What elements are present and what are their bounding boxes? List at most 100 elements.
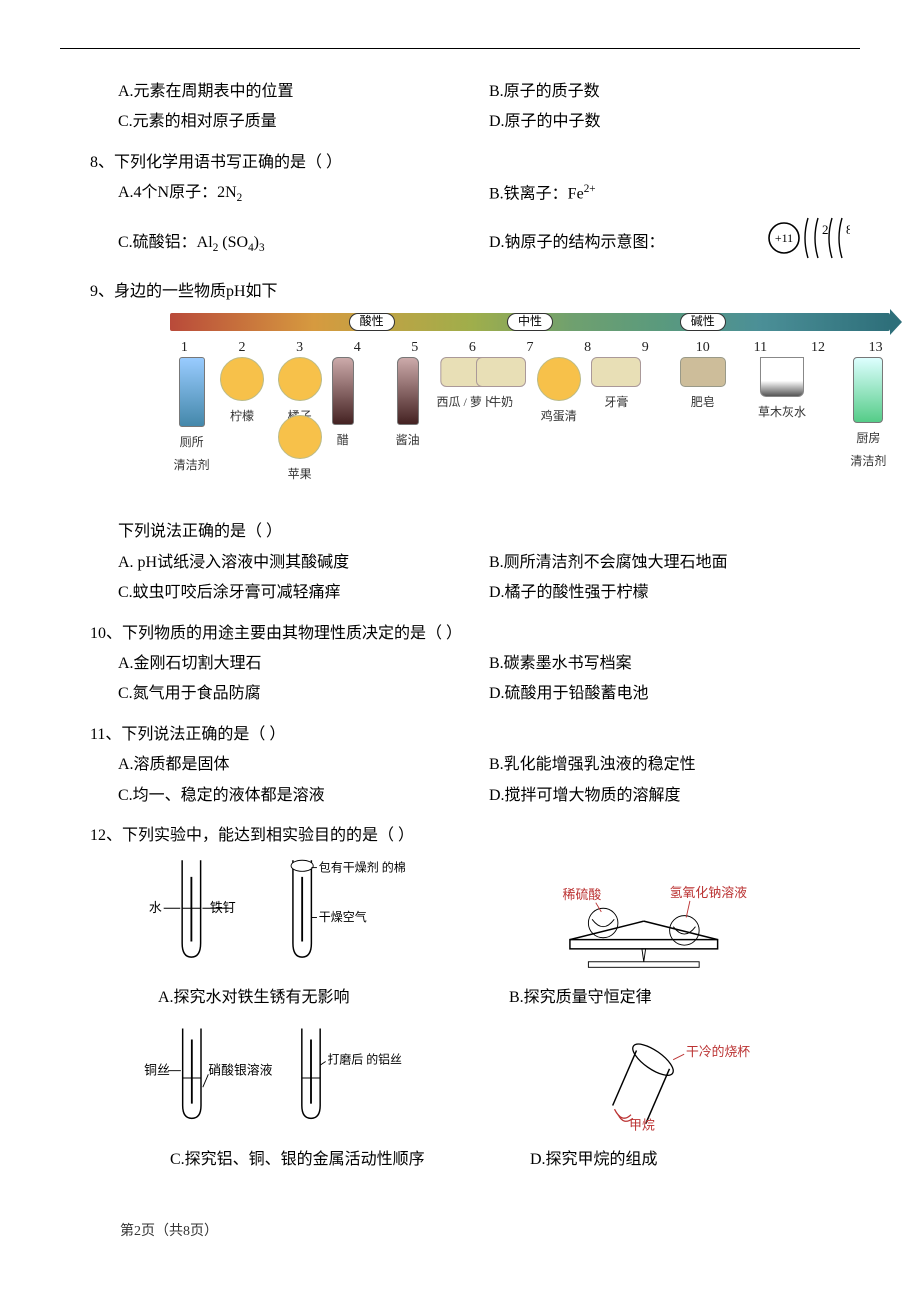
top-rule (60, 48, 860, 49)
q10-stem: 10、下列物质的用途主要由其物理性质决定的是（ ） (60, 619, 860, 649)
q12-opt-c: C.探究铝、铜、银的金属活动性顺序 (106, 1145, 500, 1175)
svg-text:水: 水 (149, 900, 162, 915)
ph-item: 厨房 清洁剂 (850, 357, 886, 473)
ph-item-label: 肥皂 (680, 391, 726, 414)
q9-substem: 下列说法正确的是（ ） (60, 517, 860, 547)
q8-b-text: B.铁离子：Fe (489, 185, 584, 202)
ph-item-icon (397, 357, 419, 425)
svg-text:干冷的烧杯: 干冷的烧杯 (686, 1044, 750, 1059)
q11-opt-b: B.乳化能增强乳浊液的稳定性 (489, 750, 860, 780)
ph-item: 醋 (332, 357, 354, 452)
ph-item: 鸡蛋清 (537, 357, 581, 428)
ph-item-label: 柠檬 (220, 405, 264, 428)
q7-opt-c: C.元素的相对原子质量 (118, 107, 489, 137)
svg-text:硝酸银溶液: 硝酸银溶液 (208, 1063, 272, 1077)
q8-opt-d: D.钠原子的结构示意图： +11 2 8 (489, 210, 860, 277)
q8-a-sub: 2 (237, 192, 243, 204)
q8-a-text: A.4个N原子：2N (118, 184, 237, 201)
q12-opt-b: B.探究质量守恒定律 (509, 983, 860, 1013)
q9-opt-c: C.蚊虫叮咬后涂牙膏可减轻痛痒 (118, 578, 489, 608)
ph-badge: 酸性 (349, 313, 395, 331)
ph-item-icon (537, 357, 581, 401)
q8-opt-b: B.铁离子：Fe2+ (489, 179, 860, 210)
svg-text:+11: +11 (775, 231, 793, 245)
svg-text:2: 2 (822, 222, 829, 237)
svg-text:干燥空气: 干燥空气 (319, 909, 367, 924)
ph-item-icon (853, 357, 883, 423)
q8c-1: C.硫酸铝：Al (118, 234, 213, 251)
ph-item: 厕所 清洁剂 (174, 357, 210, 477)
ph-badge: 中性 (507, 313, 553, 331)
ph-item-label: 牙膏 (591, 391, 641, 414)
ph-item-label: 厕所 清洁剂 (174, 431, 210, 477)
ph-item: 苹果 (278, 415, 322, 486)
q12-opt-d: D.探究甲烷的组成 (500, 1145, 860, 1175)
page-footer: 第2页（共8页） (60, 1219, 860, 1246)
svg-text:铁钉: 铁钉 (210, 900, 236, 915)
q12-figure-a: 水 铁钉 包有干燥剂 的棉花 干燥空气 (106, 851, 463, 982)
ph-tick-row: 12345678910111213 (170, 335, 890, 357)
ph-item-icon (591, 357, 641, 387)
ph-badge: 碱性 (680, 313, 726, 331)
q9-opt-d: D.橘子的酸性强于柠檬 (489, 578, 860, 608)
ph-gradient-bar: 酸性 中性 碱性 (170, 313, 890, 331)
q8-d-text: D.钠原子的结构示意图： (489, 228, 665, 258)
svg-text:甲烷: 甲烷 (629, 1118, 655, 1132)
ph-item-icon (220, 357, 264, 401)
q10-opt-b: B.碳素墨水书写档案 (489, 649, 860, 679)
q8-opt-c: C.硫酸铝：Al2 (SO4)3 (60, 228, 489, 259)
svg-text:包有干燥剂 的棉花: 包有干燥剂 的棉花 (319, 860, 406, 875)
ph-item: 柠檬 (220, 357, 264, 428)
ph-item-label: 牛奶 (476, 391, 526, 414)
svg-text:打磨后 的铝丝: 打磨后 的铝丝 (328, 1052, 403, 1066)
ph-item: 草木灰水 (758, 357, 806, 424)
ph-item-label: 鸡蛋清 (537, 405, 581, 428)
q7-opt-b: B.原子的质子数 (489, 77, 860, 107)
ph-item-icon (179, 357, 205, 427)
ph-scale-figure: 酸性中性碱性 12345678910111213 厕所 清洁剂柠檬橘子苹果醋酱油… (170, 313, 890, 507)
q11-opt-d: D.搅拌可增大物质的溶解度 (489, 781, 860, 811)
q8c-s3: 3 (259, 242, 265, 254)
q10-opt-a: A.金刚石切割大理石 (118, 649, 489, 679)
q8c-2: (SO (218, 234, 248, 251)
q8-stem: 8、下列化学用语书写正确的是（ ） (60, 148, 860, 178)
ph-item: 牛奶 (476, 357, 526, 414)
q11-opt-a: A.溶质都是固体 (118, 750, 489, 780)
ph-item-icon (278, 357, 322, 401)
ph-item-label: 草木灰水 (758, 401, 806, 424)
q9-opt-b: B.厕所清洁剂不会腐蚀大理石地面 (489, 548, 860, 578)
ph-item-label: 酱油 (396, 429, 420, 452)
q8-opt-a: A.4个N原子：2N2 (60, 178, 489, 209)
q7-opt-a: A.元素在周期表中的位置 (118, 77, 489, 107)
q12-stem: 12、下列实验中，能达到相实验目的的是（ ） (60, 821, 860, 851)
q10-opt-c: C.氮气用于食品防腐 (118, 679, 489, 709)
q12-figure-d: 干冷的烧杯 甲烷 (503, 1023, 860, 1144)
ph-item: 肥皂 (680, 357, 726, 414)
q8-b-sup: 2+ (584, 183, 596, 195)
ph-item-icon (332, 357, 354, 425)
ph-item-icon (278, 415, 322, 459)
q11-opt-c: C.均一、稳定的液体都是溶液 (118, 781, 489, 811)
q10-opt-d: D.硫酸用于铅酸蓄电池 (489, 679, 860, 709)
q11-stem: 11、下列说法正确的是（ ） (60, 720, 860, 750)
ph-item-label: 苹果 (278, 463, 322, 486)
ph-item: 牙膏 (591, 357, 641, 414)
q7-opt-d: D.原子的中子数 (489, 107, 860, 137)
q9-stem: 9、身边的一些物质pH如下 (60, 277, 860, 307)
q9-opt-a: A. pH试纸浸入溶液中测其酸碱度 (118, 548, 489, 578)
svg-text:8: 8 (846, 222, 850, 237)
ph-item: 酱油 (396, 357, 420, 452)
svg-text:稀硫酸: 稀硫酸 (563, 887, 602, 902)
sodium-atom-diagram: +11 2 8 (760, 210, 850, 277)
q12-figure-c: 铜丝 硝酸银溶液 打磨后 的铝丝 (106, 1023, 463, 1144)
q12-figure-b: 稀硫酸 氢氧化钠溶液 (503, 851, 860, 982)
ph-item-icon (476, 357, 526, 387)
ph-item-label: 厨房 清洁剂 (850, 427, 886, 473)
q7-options: A.元素在周期表中的位置 B.原子的质子数 C.元素的相对原子质量 D.原子的中… (60, 77, 860, 138)
ph-item-icon (680, 357, 726, 387)
svg-text:氢氧化钠溶液: 氢氧化钠溶液 (670, 885, 748, 900)
q12-opt-a: A.探究水对铁生锈有无影响 (106, 983, 509, 1013)
ph-items-row: 厕所 清洁剂柠檬橘子苹果醋酱油西瓜 / 萝卜牛奶鸡蛋清牙膏肥皂草木灰水厨房 清洁… (170, 357, 890, 507)
ph-item-label: 醋 (332, 429, 354, 452)
svg-text:铜丝: 铜丝 (144, 1063, 170, 1077)
